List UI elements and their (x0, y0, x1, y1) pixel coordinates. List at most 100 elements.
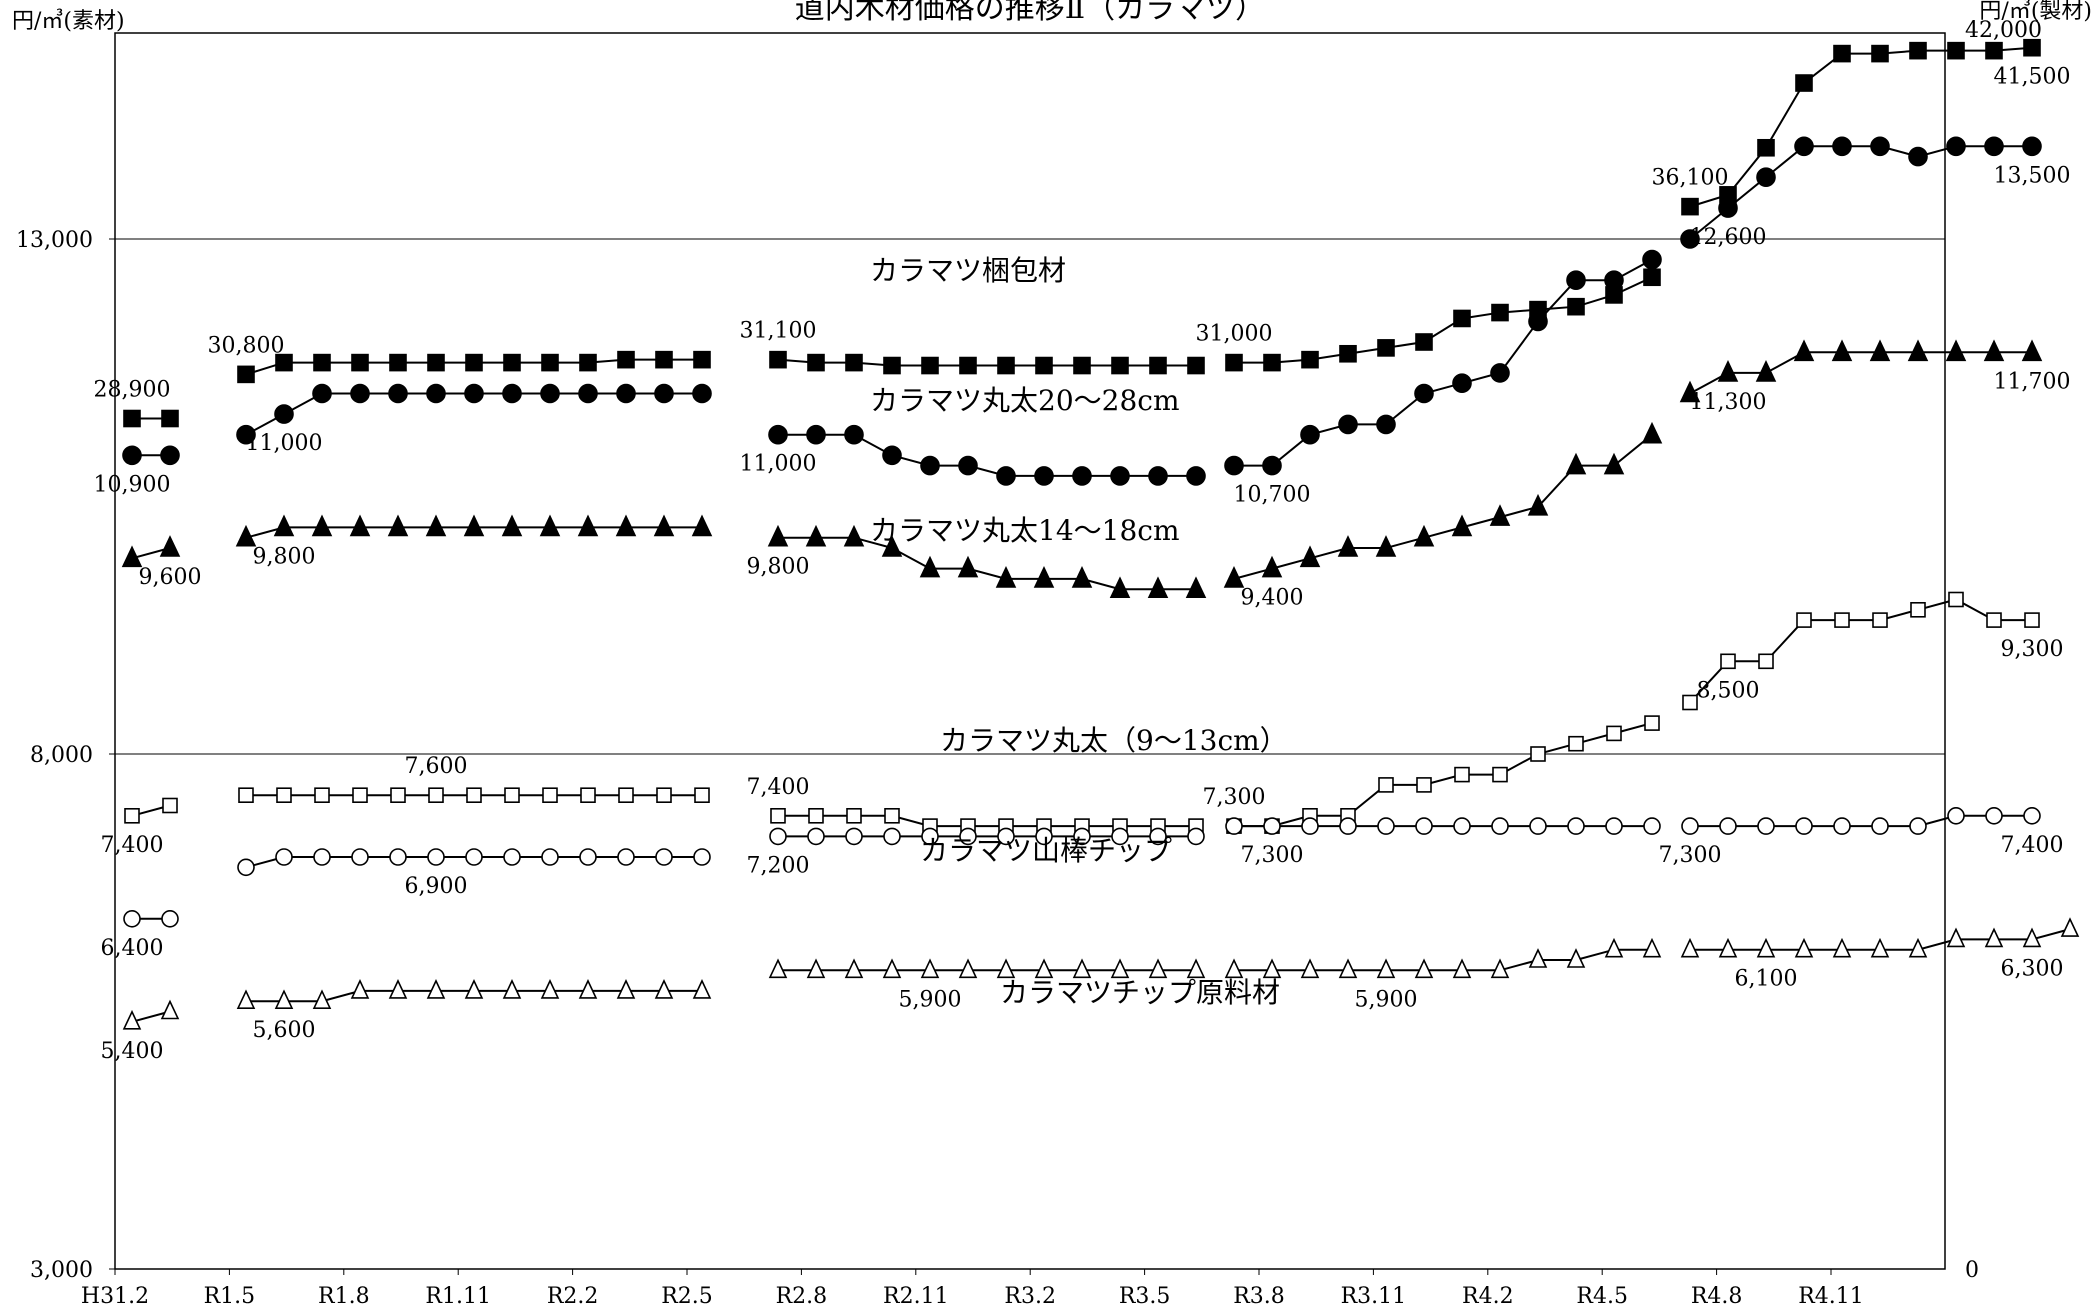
data-point (1148, 466, 1168, 486)
data-point (1376, 414, 1396, 435)
data-point (1111, 356, 1129, 375)
data-point (540, 979, 560, 999)
series-line (777, 358, 1196, 367)
series-group: 28,900 30,800 31,100 31,000 36,100 41,500 カラマツ… (94, 38, 2080, 1064)
data-point (921, 827, 939, 846)
data-label: 9,300 (2001, 637, 2064, 662)
data-point (123, 909, 141, 928)
data-point (996, 958, 1016, 979)
data-point (1984, 927, 2004, 948)
data-point (426, 979, 446, 999)
data-point (1568, 735, 1584, 752)
data-point (578, 383, 598, 404)
series-line (778, 433, 1196, 477)
data-point (1910, 601, 1926, 618)
data-point (313, 353, 331, 372)
data-point (389, 848, 407, 866)
data-point (959, 827, 977, 846)
data-point (693, 848, 711, 866)
data-point (767, 524, 789, 547)
y-right-tick-label: 0 (1965, 1258, 1979, 1283)
data-point (1833, 817, 1851, 835)
data-point (1111, 827, 1129, 846)
data-point (1072, 958, 1092, 979)
data-point (503, 353, 521, 372)
data-point (808, 807, 824, 824)
data-point (1262, 455, 1282, 476)
data-point (807, 827, 825, 846)
data-point (1491, 817, 1509, 835)
data-point (616, 979, 636, 999)
data-point (1375, 535, 1397, 557)
data-point (882, 958, 902, 979)
data-point (1338, 414, 1358, 435)
data-point (1643, 817, 1661, 835)
series-label: カラマツチップ原料材 (1000, 976, 1280, 1009)
data-point (1758, 653, 1774, 670)
data-point (1491, 303, 1509, 322)
data-point (844, 424, 864, 445)
data-point (1909, 817, 1927, 835)
data-point (920, 455, 940, 476)
data-point (1529, 817, 1547, 835)
data-point (1035, 356, 1053, 375)
data-point (1794, 136, 1814, 157)
data-point (997, 827, 1015, 846)
data-label: 7,400 (2001, 833, 2064, 858)
data-label: 8,500 (1697, 678, 1760, 703)
data-label: 7,300 (1203, 785, 1266, 810)
data-point (654, 979, 674, 999)
data-point (1566, 270, 1586, 291)
data-point (159, 535, 181, 557)
data-point (1756, 937, 1776, 958)
data-point (425, 514, 447, 537)
data-point (1946, 136, 1966, 157)
data-label: 5,900 (1355, 987, 1418, 1012)
data-label: 30,800 (208, 333, 285, 358)
data-point (1376, 958, 1396, 979)
series-line (1690, 814, 2032, 828)
data-point (350, 979, 370, 999)
data-point (1223, 566, 1245, 588)
data-point (463, 514, 485, 537)
data-point (1301, 350, 1319, 369)
data-point (1492, 766, 1508, 783)
data-point (1301, 817, 1319, 835)
data-point (539, 514, 561, 537)
y-left-tick-label: 3,000 (30, 1258, 93, 1283)
data-point (312, 989, 332, 1010)
data-point (1908, 146, 1928, 167)
data-point (428, 787, 444, 804)
data-label: 11,300 (1690, 390, 1767, 415)
data-point (1603, 452, 1625, 475)
data-point (1339, 344, 1357, 363)
data-point (1755, 360, 1777, 382)
data-point (1681, 197, 1699, 216)
data-label: 41,500 (1994, 65, 2071, 90)
data-point (1832, 937, 1852, 958)
data-point (1642, 937, 1662, 958)
data-point (1225, 353, 1243, 372)
data-point (1720, 653, 1736, 670)
data-label: 9,800 (253, 544, 316, 569)
data-point (1719, 817, 1737, 835)
data-point (2022, 927, 2042, 948)
data-point (846, 807, 862, 824)
data-point (1072, 466, 1092, 486)
data-point (2023, 38, 2041, 57)
data-point (1680, 229, 1700, 249)
data-point (1796, 612, 1812, 628)
data-point (1377, 339, 1395, 357)
data-point (1414, 383, 1434, 404)
data-point (123, 409, 141, 428)
data-point (274, 404, 294, 424)
series-line (1234, 258, 1653, 467)
data-label: 5,400 (101, 1039, 164, 1064)
data-point (843, 524, 865, 547)
data-point (1148, 958, 1168, 979)
series-line (1689, 351, 2032, 395)
data-point (1263, 353, 1281, 372)
y-axis-left-label: 円/㎥(素材) (12, 8, 125, 34)
data-point (1224, 455, 1244, 476)
data-point (312, 383, 332, 404)
